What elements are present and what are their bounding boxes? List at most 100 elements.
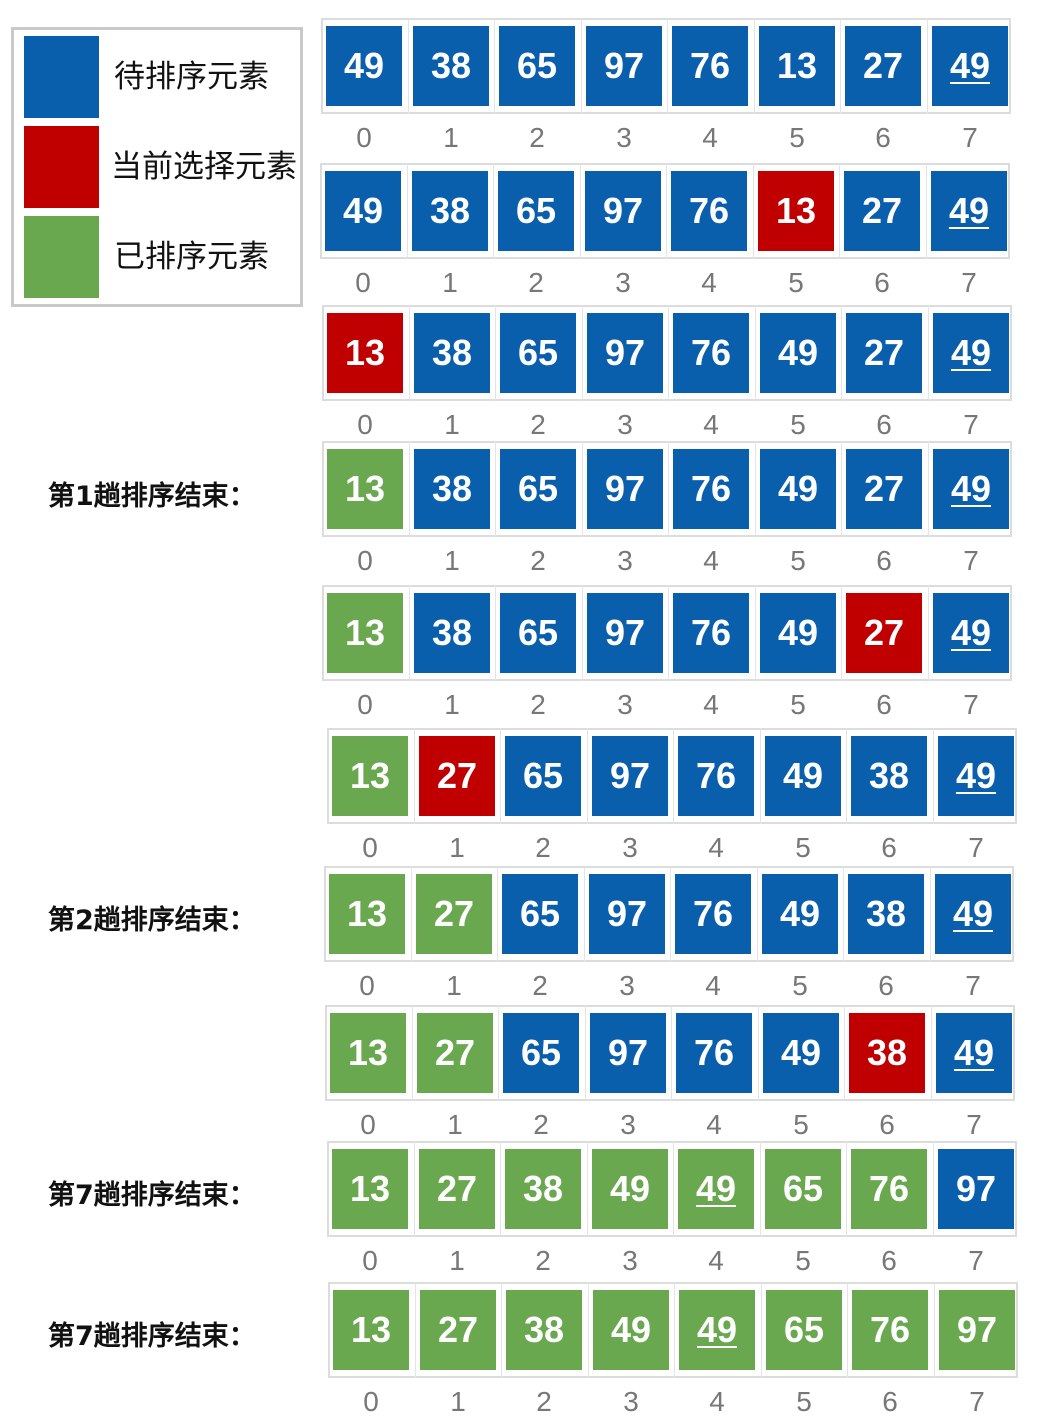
array-cell-pending: 76 xyxy=(676,1013,752,1093)
index-label: 7 xyxy=(962,122,978,153)
index-label: 0 xyxy=(357,409,373,440)
index-label: 6 xyxy=(881,832,897,863)
cell-divider xyxy=(584,866,585,962)
cell-value: 49 xyxy=(953,1032,995,1073)
cell-divider xyxy=(414,728,415,824)
array-cell-pending: 97 xyxy=(587,593,663,673)
array-cell-pending: 49 xyxy=(763,1013,839,1093)
index-label: 7 xyxy=(963,545,979,576)
index-label: 6 xyxy=(875,122,891,153)
index-label: 1 xyxy=(444,545,460,576)
legend-swatch-current xyxy=(24,126,99,208)
index-label: 2 xyxy=(528,267,544,298)
index-label: 1 xyxy=(450,1386,466,1417)
cell-value: 76 xyxy=(869,1309,911,1350)
index-label: 5 xyxy=(790,409,806,440)
cell-divider xyxy=(930,866,931,962)
index-label: 1 xyxy=(446,970,462,1001)
cell-divider xyxy=(495,441,496,537)
cell-divider xyxy=(498,1005,499,1101)
cell-value: 49 xyxy=(950,468,992,509)
array-cell-pending: 49 xyxy=(760,593,836,673)
cell-value: 97 xyxy=(604,612,646,653)
index-label: 5 xyxy=(795,1245,811,1276)
array-cell-pending: 65 xyxy=(500,449,576,529)
index-label: 0 xyxy=(360,1109,376,1140)
array-row-step-10: 13 27 38 49 49 65 76 97 xyxy=(328,1282,1018,1378)
pass-end-label: 第2趟排序结束： xyxy=(48,905,256,936)
cell-value: 49 xyxy=(777,612,819,653)
index-label: 0 xyxy=(362,832,378,863)
array-cell-pending: 65 xyxy=(502,874,578,954)
array-cell-pending: 38 xyxy=(848,874,924,954)
array-cell-pending: 65 xyxy=(498,171,574,251)
legend-item-pending: 待排序元素 xyxy=(24,36,304,118)
cell-value: 27 xyxy=(436,1168,478,1209)
index-label: 6 xyxy=(881,1245,897,1276)
cell-value: 49 xyxy=(695,1168,737,1209)
array-cell-pending: 76 xyxy=(672,26,748,106)
array-cell-pending: 97 xyxy=(938,1149,1014,1229)
index-label: 2 xyxy=(535,1245,551,1276)
array-cell-sorted: 27 xyxy=(417,1013,493,1093)
cell-value: 65 xyxy=(515,190,557,231)
cell-divider xyxy=(671,1005,672,1101)
array-cell-pending: 49 xyxy=(760,313,836,393)
cell-divider xyxy=(494,18,495,114)
array-row-step-9: 13 27 38 49 49 65 76 97 xyxy=(327,1141,1017,1237)
array-cell-pending: 97 xyxy=(586,26,662,106)
cell-value: 65 xyxy=(517,332,559,373)
array-cell-pending: 49 xyxy=(936,1013,1012,1093)
array-cell-sorted: 27 xyxy=(420,1290,496,1370)
cell-divider xyxy=(674,1282,675,1378)
index-label: 4 xyxy=(708,832,724,863)
index-label: 5 xyxy=(792,970,808,1001)
index-label: 6 xyxy=(882,1386,898,1417)
cell-divider xyxy=(582,585,583,681)
array-row-step-2: 49 38 65 97 76 13 27 49 xyxy=(320,163,1010,259)
cell-value: 27 xyxy=(861,190,903,231)
index-label: 4 xyxy=(702,122,718,153)
cell-value: 49 xyxy=(952,893,994,934)
cell-value: 97 xyxy=(607,1032,649,1073)
index-label: 4 xyxy=(703,689,719,720)
cell-divider xyxy=(409,585,410,681)
cell-value: 49 xyxy=(955,755,997,796)
cell-divider xyxy=(407,163,408,259)
array-cell-pending: 97 xyxy=(592,736,668,816)
cell-value: 27 xyxy=(433,893,475,934)
index-label: 2 xyxy=(530,689,546,720)
cell-divider xyxy=(414,1141,415,1237)
cell-value: 49 xyxy=(696,1309,738,1350)
index-label: 3 xyxy=(619,970,635,1001)
cell-value: 13 xyxy=(775,190,817,231)
array-cell-pending: 65 xyxy=(500,593,576,673)
cell-divider xyxy=(928,305,929,401)
cell-value: 49 xyxy=(777,332,819,373)
array-cell-pending: 76 xyxy=(671,171,747,251)
index-label: 4 xyxy=(703,409,719,440)
cell-divider xyxy=(668,585,669,681)
cell-value: 13 xyxy=(344,612,386,653)
cell-value: 76 xyxy=(693,1032,735,1073)
cell-value: 13 xyxy=(776,45,818,86)
array-row-step-3: 13 38 65 97 76 49 27 49 xyxy=(322,305,1012,401)
cell-value: 49 xyxy=(949,45,991,86)
cell-value: 27 xyxy=(863,612,905,653)
array-cell-pending: 27 xyxy=(845,26,921,106)
index-label: 5 xyxy=(795,832,811,863)
cell-divider xyxy=(500,1141,501,1237)
cell-divider xyxy=(409,305,410,401)
cell-value: 38 xyxy=(431,332,473,373)
index-label: 6 xyxy=(879,1109,895,1140)
index-label: 1 xyxy=(449,832,465,863)
array-row-step-6: 13 27 65 97 76 49 38 49 xyxy=(327,728,1017,824)
array-cell-sorted: 13 xyxy=(327,449,403,529)
index-label: 5 xyxy=(790,689,806,720)
array-cell-sorted: 38 xyxy=(506,1290,582,1370)
pass-end-label: 第7趟排序结束： xyxy=(48,1321,256,1352)
index-label: 1 xyxy=(443,122,459,153)
cell-value: 13 xyxy=(349,1168,391,1209)
cell-divider xyxy=(755,585,756,681)
index-label: 5 xyxy=(793,1109,809,1140)
